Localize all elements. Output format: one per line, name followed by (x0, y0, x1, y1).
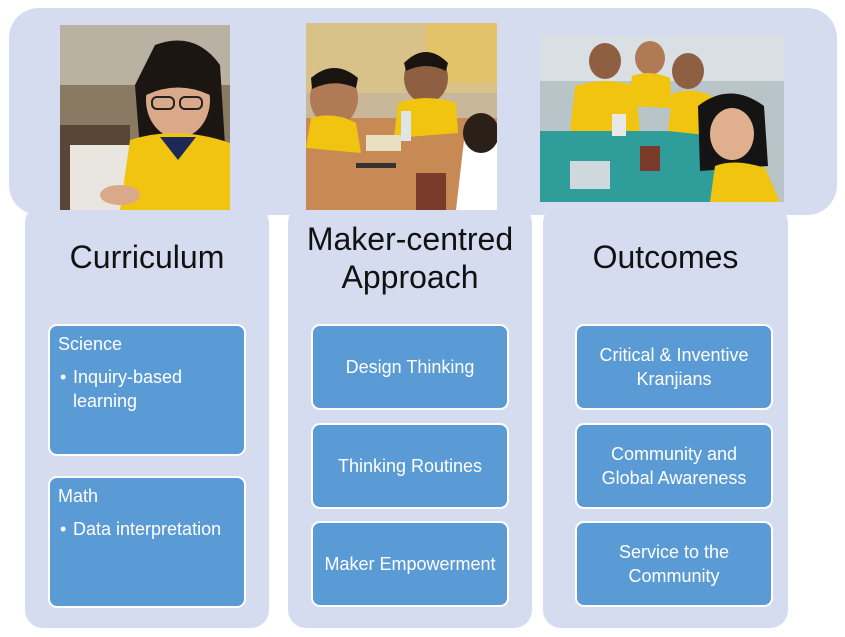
science-heading: Science (58, 334, 123, 354)
service-community-box: Service to the Community (575, 521, 773, 607)
thinking-routines-label: Thinking Routines (337, 456, 483, 476)
science-bullet: Inquiry-based learning (73, 367, 183, 411)
maker-empowerment-box: Maker Empowerment (311, 521, 509, 607)
thinking-routines-box: Thinking Routines (311, 423, 509, 509)
design-thinking-label: Design Thinking (345, 357, 475, 377)
students-group-photo (540, 36, 784, 202)
curriculum-title: Curriculum (69, 239, 225, 275)
science-box: Science • Inquiry-based learning (48, 324, 246, 456)
math-heading: Math (58, 486, 99, 506)
critical-inventive-label: Critical & Inventive Kranjians (599, 345, 749, 389)
critical-inventive-box: Critical & Inventive Kranjians (575, 324, 773, 410)
maker-approach-title: Maker-centred Approach (306, 221, 514, 295)
service-community-label: Service to the Community (618, 542, 730, 586)
student-writing-photo (60, 25, 230, 210)
bullet-icon: • (60, 519, 67, 539)
outcomes-title: Outcomes (592, 239, 739, 275)
community-global-label: Community and Global Awareness (601, 444, 747, 488)
math-box: Math • Data interpretation (48, 476, 246, 608)
students-making-photo (306, 23, 497, 210)
design-thinking-box: Design Thinking (311, 324, 509, 410)
bullet-icon: • (60, 367, 67, 387)
maker-empowerment-label: Maker Empowerment (324, 554, 496, 574)
math-bullet: Data interpretation (73, 519, 222, 539)
community-global-box: Community and Global Awareness (575, 423, 773, 509)
